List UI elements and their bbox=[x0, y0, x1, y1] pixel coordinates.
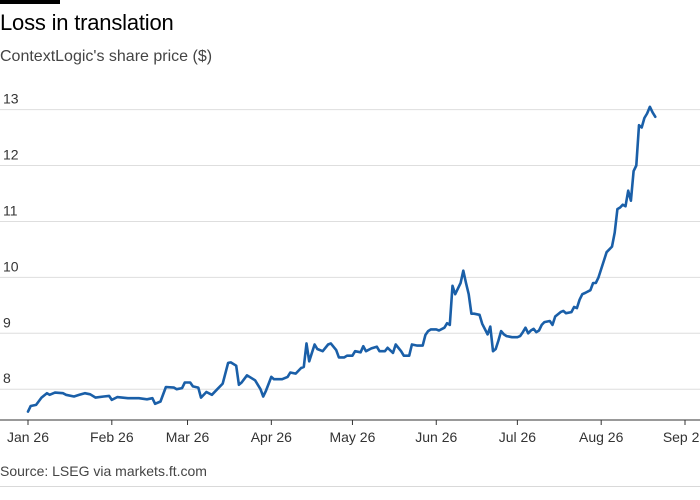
x-tick-label: Jan 26 bbox=[7, 429, 49, 445]
x-axis: Jan 26 Feb 26 Mar 26 Apr 26 May 26 Jun 26 Jul … bbox=[0, 419, 700, 445]
chart-title: Loss in translation bbox=[0, 10, 174, 35]
footer-rule bbox=[0, 486, 700, 487]
x-tick-label: Sep 26 bbox=[663, 429, 700, 445]
gridlines bbox=[0, 109, 700, 390]
x-tick-label: Aug 26 bbox=[579, 429, 624, 445]
brand-bar bbox=[0, 0, 60, 4]
x-tick-label: Jun 26 bbox=[415, 429, 457, 445]
y-axis-labels: 8 9 10 11 12 13 bbox=[3, 91, 19, 387]
y-tick-label: 12 bbox=[3, 147, 19, 163]
x-tick-label: Jul 26 bbox=[499, 429, 537, 445]
y-tick-label: 9 bbox=[3, 314, 11, 330]
x-tick-label: Apr 26 bbox=[251, 429, 292, 445]
x-tick-label: Mar 26 bbox=[166, 429, 210, 445]
series-line bbox=[26, 105, 657, 413]
x-tick-label: May 26 bbox=[329, 429, 375, 445]
source-note: Source: LSEG via markets.ft.com bbox=[0, 463, 207, 479]
series-layer bbox=[26, 105, 657, 413]
y-tick-label: 11 bbox=[3, 202, 18, 218]
x-tick-label: Feb 26 bbox=[90, 429, 134, 445]
y-tick-label: 10 bbox=[3, 258, 19, 274]
y-tick-label: 8 bbox=[3, 370, 11, 386]
y-tick-label: 13 bbox=[3, 91, 19, 107]
chart-subtitle: ContextLogic's share price ($) bbox=[0, 48, 213, 65]
